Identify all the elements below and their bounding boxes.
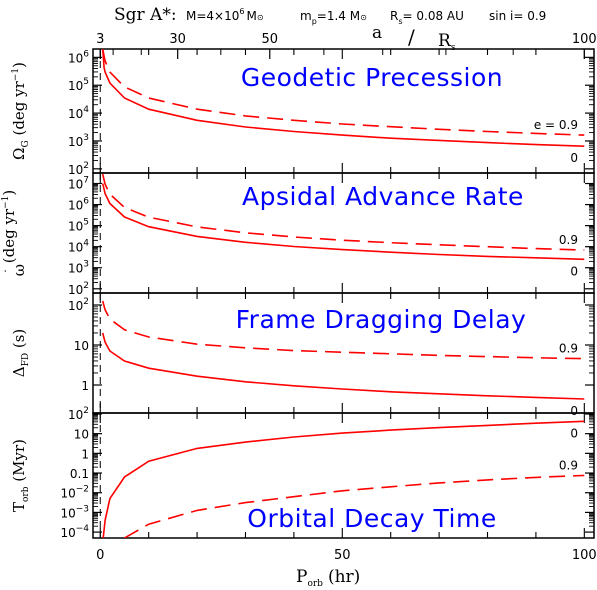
orbital-decay-time-ytick-label: 10−2: [60, 485, 89, 501]
orbital-decay-time-series-e0: [102, 420, 585, 538]
orbital-decay-time-ytick-label: 0.1: [70, 467, 89, 481]
svg-text:a: a: [372, 23, 382, 43]
top-tick-label: 30: [169, 32, 186, 47]
svg-text:Rs: Rs: [438, 31, 456, 53]
frame-dragging-delay-title: Frame Dragging Delay: [236, 305, 527, 334]
geodetic-precession-series-e09: [101, 49, 585, 136]
orbital-decay-time-ytick-label: 1: [81, 447, 89, 461]
orbital-decay-time-frame: [92, 412, 595, 539]
geodetic-precession-title: Geodetic Precession: [241, 63, 503, 92]
frame-dragging-delay-series-label: 0.9: [559, 342, 578, 356]
apsidal-advance-rate-panel: 102 103 104 105 106 107 0.9 0 Apsidal Advance Ra…: [0, 172, 595, 297]
geodetic-precession-series-label: 0: [570, 151, 578, 165]
apsidal-advance-rate-series-label: 0: [570, 264, 578, 278]
geodetic-precession-ytick-label: 106: [68, 49, 89, 65]
frame-dragging-delay-ytick-label: 10: [74, 339, 89, 353]
top-axis-label: a / Rs: [372, 23, 456, 53]
orbital-decay-time-series-e09: [124, 474, 585, 538]
geodetic-precession-series-label: e = 0.9: [534, 118, 578, 132]
bottom-tick-label: 50: [334, 548, 351, 563]
geodetic-precession-series-e0: [101, 49, 585, 147]
top-axis: 3 30 50 100: [96, 32, 597, 59]
frame-dragging-delay-panel: 1 10 102 0.9 0 Frame Dragging Delay ΔFD (s): [10, 292, 595, 418]
apsidal-advance-rate-ytick-label: 107: [68, 176, 89, 192]
svg-text:/: /: [408, 25, 415, 49]
geodetic-precession-ytick-label: 105: [68, 77, 89, 93]
apsidal-advance-rate-series-e09: [101, 173, 585, 251]
apsidal-advance-rate-ytick-label: 105: [68, 218, 89, 234]
frame-dragging-delay-ytick-label: 102: [68, 297, 89, 313]
top-tick-label: 100: [572, 32, 597, 47]
frame-dragging-delay-ylabel: ΔFD (s): [10, 329, 31, 378]
orbital-decay-time-title: Orbital Decay Time: [247, 504, 496, 533]
orbital-decay-time-panel: 10−4 10−3 10−2 0.1 1 10 102 0 0.9 Orbital Decay T…: [10, 406, 595, 540]
frame-dragging-delay-series-label: 0: [570, 404, 578, 418]
apsidal-advance-rate-series-label: 0.9: [559, 233, 578, 247]
apsidal-advance-rate-ytick-label: 103: [68, 260, 89, 276]
bottom-tick-label: 100: [572, 548, 597, 563]
geodetic-precession-ytick-label: 102: [68, 161, 89, 177]
geodetic-precession-ylabel: ΩG (deg yr−1): [10, 62, 31, 160]
orbital-decay-time-series-label: 0.9: [559, 458, 578, 472]
header-object: Sgr A*:: [114, 5, 177, 25]
apsidal-advance-rate-ytick-label: 106: [68, 197, 89, 213]
frame-dragging-delay-ytick-label: 1: [81, 379, 89, 393]
header-mp: mp=1.4 M⊙: [300, 9, 367, 26]
bottom-tick-label: 0: [96, 548, 104, 563]
top-tick-label: 50: [261, 32, 278, 47]
top-tick-label: 3: [96, 32, 104, 47]
geodetic-precession-panel: 102 103 104 105 106 e = 0.9 0 Geodetic Precessi…: [10, 48, 595, 177]
orbital-decay-time-ytick-label: 10: [74, 428, 89, 442]
orbital-decay-time-ytick-label: 10−4: [60, 524, 89, 540]
frame-dragging-delay-series-e09: [101, 300, 585, 360]
x-axis-label: Porb (hr): [296, 567, 360, 589]
orbital-decay-time-series-label: 0: [570, 426, 578, 440]
orbital-decay-time-ytick-label: 102: [68, 406, 89, 422]
orbital-decay-time-ylabel: Torb (Myr): [10, 439, 31, 512]
apsidal-advance-rate-ylabel: ω˙ (deg yr−1): [0, 190, 28, 277]
apsidal-advance-rate-series-e0: [101, 183, 585, 261]
frame-dragging-delay-series-e0: [101, 332, 585, 400]
geodetic-precession-ytick-label: 103: [68, 133, 89, 149]
header: Sgr A*: M=4×106 M⊙ mp=1.4 M⊙ Rs= 0.08 AU …: [114, 5, 546, 26]
geodetic-precession-ytick-label: 104: [68, 105, 89, 121]
bottom-axis: 0 50 100: [96, 548, 597, 563]
apsidal-advance-rate-title: Apsidal Advance Rate: [242, 182, 524, 211]
header-rs: Rs= 0.08 AU: [390, 9, 464, 26]
orbital-decay-time-ytick-label: 10−3: [60, 504, 89, 520]
apsidal-advance-rate-ytick-label: 104: [68, 239, 89, 255]
header-mass: M=4×106 M⊙: [186, 7, 264, 23]
panels: 102 103 104 105 106 e = 0.9 0 Geodetic Precessi…: [0, 48, 595, 540]
apsidal-advance-rate-ytick-label: 102: [68, 281, 89, 297]
header-sini: sin i= 0.9: [489, 9, 546, 23]
